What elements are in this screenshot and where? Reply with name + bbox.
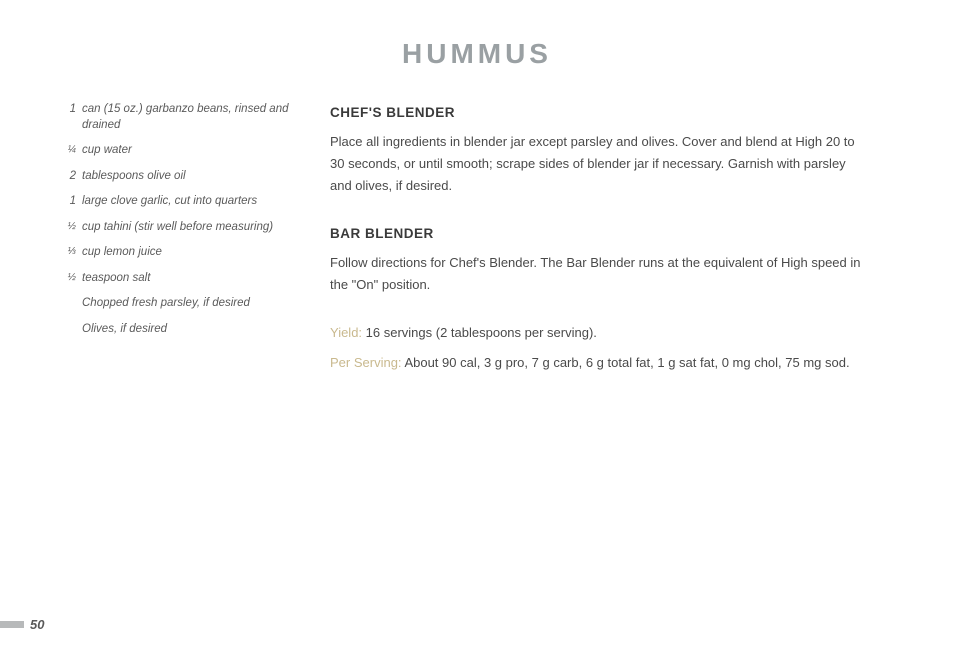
ingredient-row: 1 large clove garlic, cut into quarters [60, 194, 295, 210]
yield-label: Yield: [330, 325, 362, 340]
ingredient-text: can (15 oz.) garbanzo beans, rinsed and … [82, 102, 295, 133]
section-heading: CHEF'S BLENDER [330, 102, 864, 125]
page-number: 50 [0, 617, 44, 632]
per-serving-label: Per Serving: [330, 355, 402, 370]
ingredient-qty: ⅓ [60, 245, 82, 261]
ingredient-qty: 2 [60, 169, 82, 185]
ingredient-row: 1 can (15 oz.) garbanzo beans, rinsed an… [60, 102, 295, 133]
ingredient-qty: ½ [60, 220, 82, 236]
ingredient-row: ½ teaspoon salt [60, 271, 295, 287]
yield-text: 16 servings (2 tablespoons per serving). [362, 325, 597, 340]
section-chefs-blender: CHEF'S BLENDER Place all ingredients in … [330, 102, 864, 197]
ingredients-list: 1 can (15 oz.) garbanzo beans, rinsed an… [60, 40, 295, 383]
ingredient-qty: 1 [60, 194, 82, 210]
ingredient-qty: 1 [60, 102, 82, 133]
ingredient-row: 2 tablespoons olive oil [60, 169, 295, 185]
section-heading: BAR BLENDER [330, 223, 864, 246]
ingredient-qty [60, 322, 82, 338]
ingredient-row: ⅓ cup lemon juice [60, 245, 295, 261]
ingredient-text: Olives, if desired [82, 322, 295, 338]
page-number-text: 50 [30, 617, 44, 632]
section-body: Follow directions for Chef's Blender. Th… [330, 252, 864, 296]
ingredient-text: Chopped fresh parsley, if desired [82, 296, 295, 312]
ingredient-row: Chopped fresh parsley, if desired [60, 296, 295, 312]
ingredient-qty [60, 296, 82, 312]
ingredient-text: cup water [82, 143, 295, 159]
recipe-title: HUMMUS [0, 38, 954, 70]
main-content: CHEF'S BLENDER Place all ingredients in … [295, 40, 894, 383]
ingredient-row: ¼ cup water [60, 143, 295, 159]
ingredient-text: cup lemon juice [82, 245, 295, 261]
per-serving-text: About 90 cal, 3 g pro, 7 g carb, 6 g tot… [402, 355, 850, 370]
section-body: Place all ingredients in blender jar exc… [330, 131, 864, 197]
yield-line: Yield: 16 servings (2 tablespoons per se… [330, 322, 864, 344]
ingredient-qty: ¼ [60, 143, 82, 159]
ingredient-text: tablespoons olive oil [82, 169, 295, 185]
ingredient-row: Olives, if desired [60, 322, 295, 338]
ingredient-row: ½ cup tahini (stir well before measuring… [60, 220, 295, 236]
ingredient-qty: ½ [60, 271, 82, 287]
per-serving-line: Per Serving: About 90 cal, 3 g pro, 7 g … [330, 352, 864, 374]
page-number-bar [0, 621, 24, 628]
section-bar-blender: BAR BLENDER Follow directions for Chef's… [330, 223, 864, 296]
ingredient-text: large clove garlic, cut into quarters [82, 194, 295, 210]
ingredient-text: teaspoon salt [82, 271, 295, 287]
ingredient-text: cup tahini (stir well before measuring) [82, 220, 295, 236]
